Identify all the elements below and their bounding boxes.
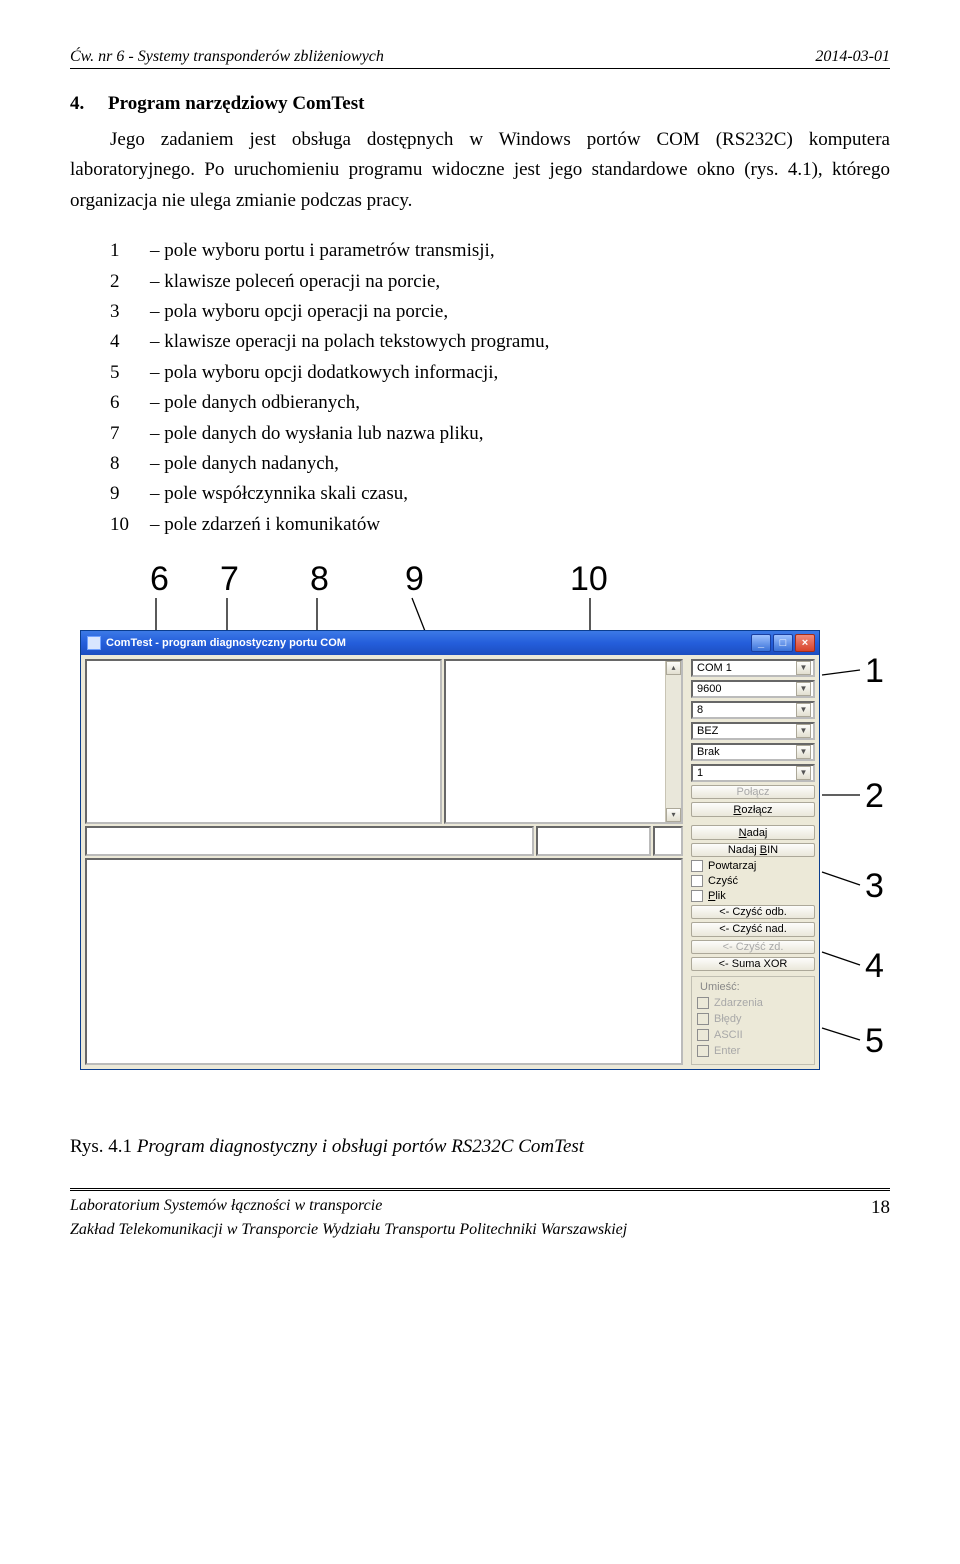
bottom-rule-1	[70, 1188, 890, 1189]
check-file[interactable]: Plik	[691, 890, 815, 902]
top-rule	[70, 68, 890, 69]
intro-paragraph: Jego zadaniem jest obsługa dostępnych w …	[70, 125, 890, 216]
group-label: Umieść:	[697, 981, 743, 993]
footer-line1: Laboratorium Systemów łączności w transp…	[70, 1197, 382, 1215]
section-heading: 4. Program narzędziowy ComTest	[70, 93, 890, 115]
comtest-window: ComTest - program diagnostyczny portu CO…	[80, 630, 820, 1070]
legend-item: 6– pole danych odbieranych,	[110, 388, 890, 418]
check-events[interactable]: Zdarzenia	[697, 995, 809, 1011]
combo-bits[interactable]: 8▼	[691, 701, 815, 719]
combo-parity[interactable]: Brak▼	[691, 743, 815, 761]
maximize-button[interactable]: □	[773, 634, 793, 652]
section-number: 4.	[70, 93, 84, 114]
annotation-8: 8	[310, 560, 329, 599]
connect-button[interactable]: Połącz	[691, 785, 815, 799]
annotation-6: 6	[150, 560, 169, 599]
legend-list: 1– pole wyboru portu i parametrów transm…	[110, 236, 890, 540]
legend-item: 2– klawisze poleceń operacji na porcie,	[110, 267, 890, 297]
titlebar[interactable]: ComTest - program diagnostyczny portu CO…	[81, 631, 819, 655]
check-ascii[interactable]: ASCII	[697, 1027, 809, 1043]
clear-send-button[interactable]: <- Czyść nad.	[691, 922, 815, 936]
legend-item: 3– pola wyboru opcji operacji na porcie,	[110, 297, 890, 327]
panel-scale-a[interactable]	[536, 826, 651, 856]
figure: 6 7 8 9 10	[70, 560, 890, 1120]
annotation-9: 9	[405, 560, 424, 599]
sum-xor-button[interactable]: <- Suma XOR	[691, 957, 815, 971]
annotation-5: 5	[865, 1022, 884, 1061]
panel-received[interactable]	[85, 659, 442, 824]
check-clear[interactable]: Czyść	[691, 875, 815, 887]
legend-item: 10– pole zdarzeń i komunikatów	[110, 510, 890, 540]
check-errors[interactable]: Błędy	[697, 1011, 809, 1027]
annotation-4: 4	[865, 947, 884, 986]
legend-item: 7– pole danych do wysłania lub nazwa pli…	[110, 419, 890, 449]
legend-item: 4– klawisze operacji na polach tekstowyc…	[110, 327, 890, 357]
check-repeat[interactable]: Powtarzaj	[691, 860, 815, 872]
window-title: ComTest - program diagnostyczny portu CO…	[106, 637, 346, 649]
page-number: 18	[871, 1197, 890, 1219]
combo-stop[interactable]: BEZ▼	[691, 722, 815, 740]
annotation-1: 1	[865, 652, 884, 691]
panel-sent[interactable]	[85, 858, 683, 1065]
clear-recv-button[interactable]: <- Czyść odb.	[691, 905, 815, 919]
annotation-10: 10	[570, 560, 608, 599]
legend-item: 5– pola wyboru opcji dodatkowych informa…	[110, 358, 890, 388]
group-place: Umieść: Zdarzenia Błędy ASCII Enter	[691, 976, 815, 1065]
panel-send[interactable]	[85, 826, 534, 856]
annotation-2: 2	[865, 777, 884, 816]
check-enter[interactable]: Enter	[697, 1043, 809, 1059]
header-right: 2014-03-01	[815, 48, 890, 66]
bottom-rule-2	[70, 1190, 890, 1191]
disconnect-button[interactable]: Rozłącz	[691, 802, 815, 816]
combo-baud[interactable]: 9600▼	[691, 680, 815, 698]
combo-flow[interactable]: 1▼	[691, 764, 815, 782]
app-icon	[87, 636, 101, 650]
close-button[interactable]: ×	[795, 634, 815, 652]
panel-scale-b[interactable]	[653, 826, 683, 856]
legend-item: 8– pole danych nadanych,	[110, 449, 890, 479]
footer-line2: Zakład Telekomunikacji w Transporcie Wyd…	[70, 1221, 890, 1239]
clear-events-button[interactable]: <- Czyść zd.	[691, 940, 815, 954]
legend-item: 1– pole wyboru portu i parametrów transm…	[110, 236, 890, 266]
annotation-3: 3	[865, 867, 884, 906]
send-bin-button[interactable]: Nadaj BIN	[691, 843, 815, 857]
chevron-down-icon[interactable]: ▼	[796, 724, 811, 738]
chevron-down-icon[interactable]: ▼	[796, 745, 811, 759]
scroll-up-icon[interactable]: ▴	[666, 661, 681, 675]
side-panel: COM 1▼ 9600▼ 8▼ BEZ▼ Brak▼ 1▼ Połącz Roz…	[687, 655, 819, 1069]
send-button[interactable]: Nadaj	[691, 825, 815, 839]
chevron-down-icon[interactable]: ▼	[796, 703, 811, 717]
legend-item: 9– pole współczynnika skali czasu,	[110, 479, 890, 509]
figure-caption: Rys. 4.1 Program diagnostyczny i obsługi…	[70, 1136, 890, 1158]
scrollbar[interactable]: ▴ ▾	[665, 661, 681, 822]
chevron-down-icon[interactable]: ▼	[796, 682, 811, 696]
header-left: Ćw. nr 6 - Systemy transponderów zbliżen…	[70, 48, 384, 66]
panel-events[interactable]: ▴ ▾	[444, 659, 683, 824]
chevron-down-icon[interactable]: ▼	[796, 766, 811, 780]
chevron-down-icon[interactable]: ▼	[796, 661, 811, 675]
section-title: Program narzędziowy ComTest	[108, 93, 364, 114]
minimize-button[interactable]: _	[751, 634, 771, 652]
combo-port[interactable]: COM 1▼	[691, 659, 815, 677]
scroll-down-icon[interactable]: ▾	[666, 808, 681, 822]
annotation-7: 7	[220, 560, 239, 599]
